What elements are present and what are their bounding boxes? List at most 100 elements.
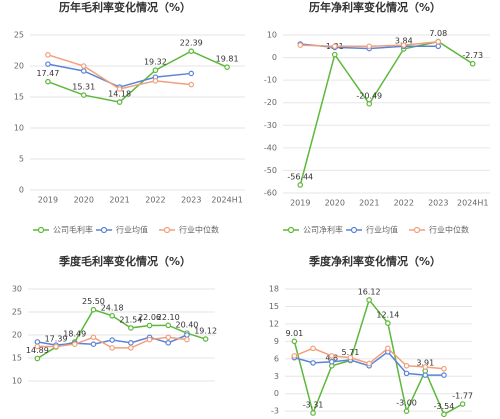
x-tick-label: 2023 xyxy=(428,199,448,208)
point xyxy=(366,101,373,107)
point xyxy=(152,67,159,74)
series-line xyxy=(47,63,192,88)
point xyxy=(403,408,410,414)
point xyxy=(80,63,87,69)
chart-title: 季度净利率变化情况（%） xyxy=(308,254,441,268)
y-tick-label: 18 xyxy=(269,285,279,294)
point xyxy=(90,306,97,313)
chart-title: 历年净利率变化情况（%） xyxy=(309,0,441,14)
x-tick-label: 2022 xyxy=(394,199,414,208)
y-tick-label: 15 xyxy=(14,93,24,102)
legend-marker xyxy=(163,226,171,234)
x-tick-label: 2019 xyxy=(38,196,58,205)
point xyxy=(53,343,59,350)
legend-marker xyxy=(413,226,421,234)
point xyxy=(45,78,51,85)
point xyxy=(90,341,97,348)
point xyxy=(347,354,354,361)
point xyxy=(128,340,134,346)
y-tick-label: 3 xyxy=(274,372,279,381)
point xyxy=(152,78,159,84)
y-tick-label: 5 xyxy=(19,155,24,164)
point xyxy=(422,372,429,378)
point xyxy=(441,411,447,418)
point xyxy=(385,345,391,352)
x-tick-label: 2020 xyxy=(325,199,345,208)
series-line xyxy=(299,40,474,186)
point xyxy=(459,401,466,407)
x-tick-label: 2021 xyxy=(109,196,129,205)
point xyxy=(297,182,304,188)
value-label: 5.71 xyxy=(342,348,360,357)
point xyxy=(328,353,335,359)
x-tick-label: 2021 xyxy=(359,199,379,208)
point xyxy=(403,362,410,369)
y-tick-label: 25 xyxy=(14,31,24,40)
x-tick-label: 2022 xyxy=(145,196,165,205)
x-tick-label: 2024H1 xyxy=(457,199,488,208)
value-label: 22.06 xyxy=(138,313,161,322)
point xyxy=(385,320,391,326)
point xyxy=(80,68,87,74)
point xyxy=(435,38,442,45)
y-tick-label: 10 xyxy=(12,377,22,386)
value-label: 12.14 xyxy=(376,311,399,320)
y-tick-label: 30 xyxy=(12,285,22,294)
y-tick-label: 0 xyxy=(274,389,279,398)
series-line xyxy=(293,298,464,416)
y-tick-label: 15 xyxy=(12,354,22,363)
point xyxy=(400,42,407,48)
point xyxy=(291,338,298,345)
point xyxy=(109,312,115,319)
y-tick-label: 0 xyxy=(19,186,24,195)
point xyxy=(188,48,195,54)
legend-label: 行业中位数 xyxy=(429,225,469,235)
point xyxy=(34,343,41,350)
point xyxy=(328,358,335,365)
y-tick-label: -30 xyxy=(264,121,277,130)
value-label: 3.84 xyxy=(395,36,413,45)
point xyxy=(34,339,41,345)
legend-label: 行业均值 xyxy=(116,225,148,235)
value-label: 21.54 xyxy=(119,315,142,324)
point xyxy=(109,337,115,343)
point xyxy=(441,372,447,378)
value-label: 22.10 xyxy=(157,313,180,322)
point xyxy=(45,52,51,58)
point xyxy=(291,353,298,359)
x-tick-label: 2020 xyxy=(74,196,94,205)
legend-marker xyxy=(287,226,295,234)
point xyxy=(297,42,304,48)
point xyxy=(403,370,410,377)
point xyxy=(366,43,373,50)
value-label: -20.49 xyxy=(356,91,382,100)
point xyxy=(184,336,190,343)
y-tick-label: -10 xyxy=(264,76,277,85)
y-tick-label: 15 xyxy=(269,302,279,311)
y-tick-label: 20 xyxy=(12,331,22,340)
point xyxy=(184,332,190,338)
point xyxy=(224,64,230,70)
point xyxy=(202,336,209,342)
value-label: -3.00 xyxy=(396,399,417,408)
value-label: 19.32 xyxy=(144,58,167,67)
y-tick-label: -50 xyxy=(264,166,277,175)
value-label: 15.31 xyxy=(72,83,95,92)
point xyxy=(109,345,115,351)
value-label: 14.89 xyxy=(26,346,49,355)
value-label: 7.08 xyxy=(429,29,447,38)
point xyxy=(310,345,316,352)
point xyxy=(80,92,87,98)
point xyxy=(310,360,316,366)
point xyxy=(331,51,338,58)
chart-title: 历年毛利率变化情况（%） xyxy=(59,0,191,14)
value-label: 20.40 xyxy=(175,321,198,330)
point xyxy=(146,322,153,329)
y-tick-label: 6 xyxy=(274,354,279,363)
x-tick-label: 2019 xyxy=(290,199,310,208)
x-tick-label: 2023 xyxy=(181,196,201,205)
point xyxy=(34,355,41,362)
legend-marker xyxy=(100,226,108,234)
point xyxy=(422,364,429,370)
